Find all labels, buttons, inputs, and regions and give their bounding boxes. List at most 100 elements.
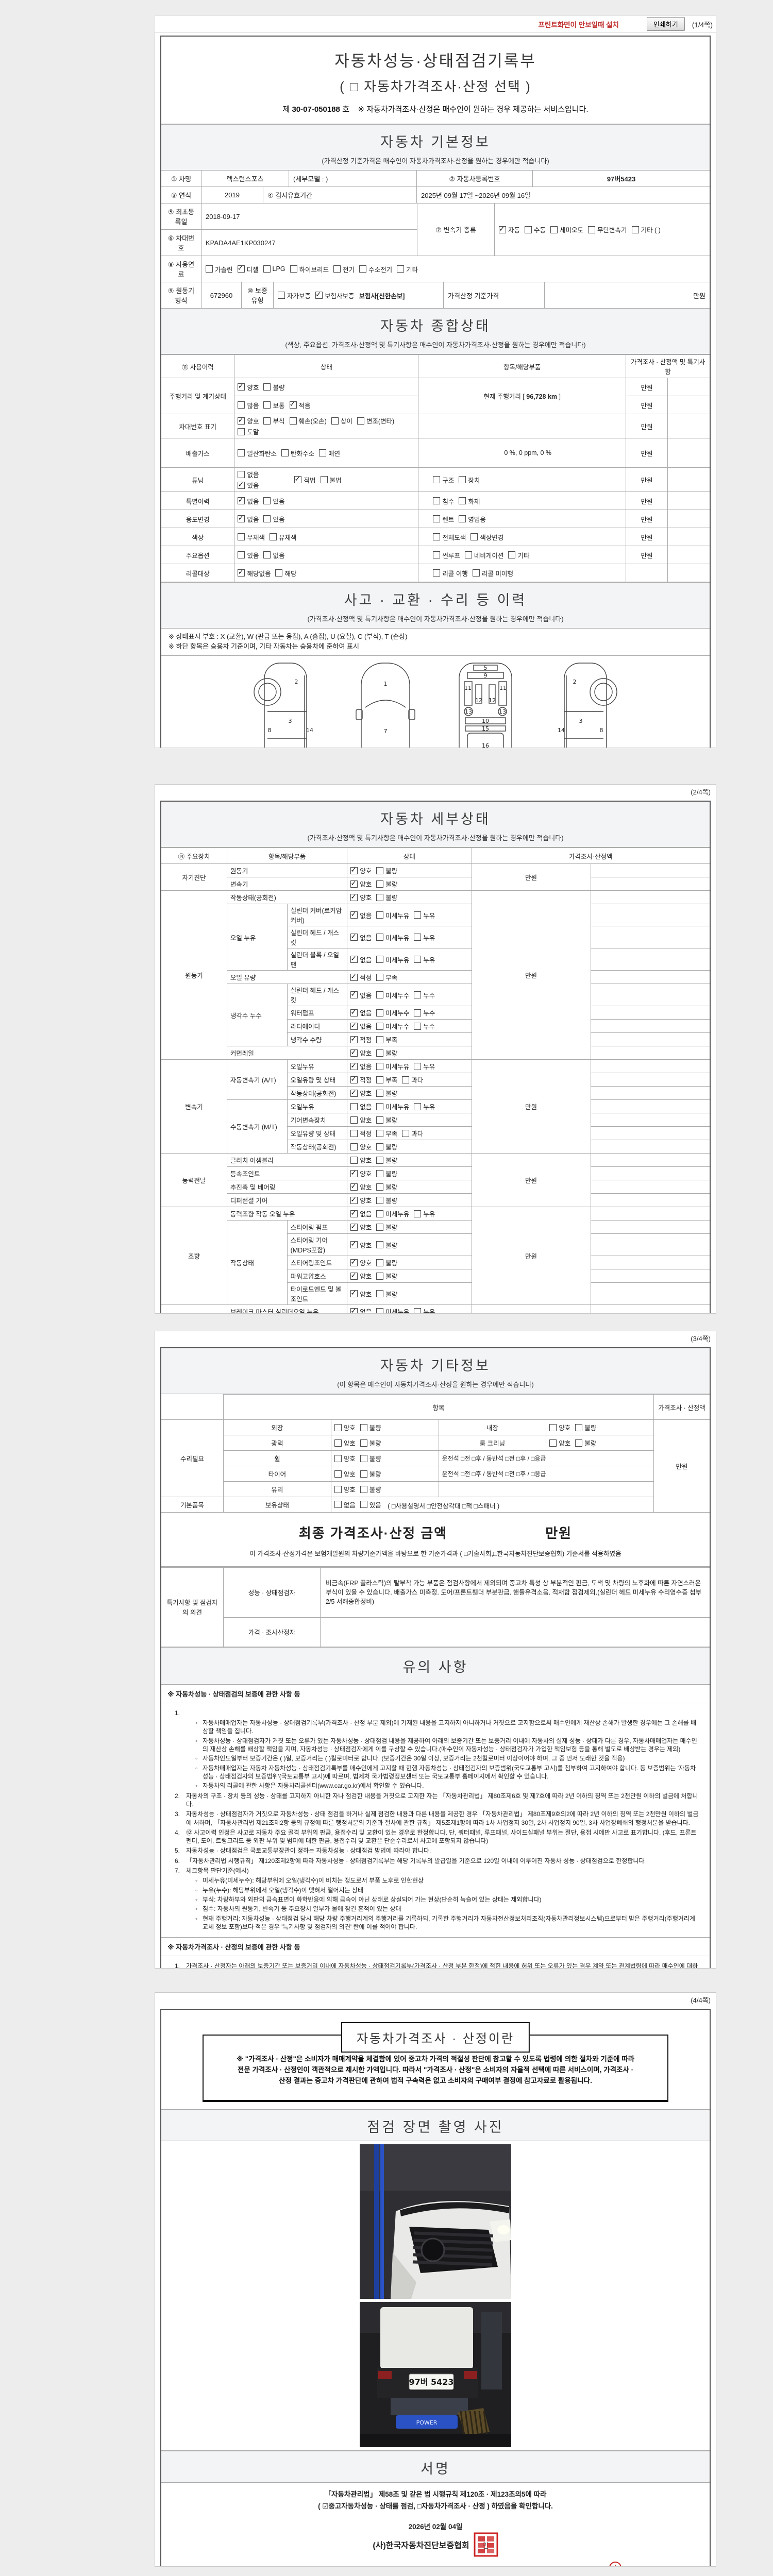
checkbox-불량[interactable]: 불량	[360, 1469, 381, 1479]
checkbox-icon[interactable]	[472, 569, 480, 577]
checkbox-icon[interactable]	[350, 1075, 358, 1083]
checkbox-불량[interactable]: 불량	[376, 1142, 397, 1151]
checkbox-icon[interactable]	[238, 551, 245, 558]
checkbox-icon[interactable]	[263, 383, 271, 391]
checkbox-icon[interactable]	[206, 265, 213, 273]
checkbox-icon[interactable]	[238, 470, 245, 478]
checkbox-icon[interactable]	[433, 533, 441, 540]
checkbox-전기[interactable]: 전기	[333, 264, 355, 274]
checkbox-icon[interactable]	[376, 1308, 384, 1313]
checkbox-부족[interactable]: 부족	[376, 1035, 397, 1044]
checkbox-적법[interactable]: 적법	[294, 474, 316, 485]
checkbox-icon[interactable]	[334, 1439, 342, 1447]
checkbox-icon[interactable]	[275, 569, 283, 577]
checkbox-불량[interactable]: 불량	[376, 1289, 397, 1299]
checkbox-불량[interactable]: 불량	[376, 892, 397, 902]
checkbox-미세누유[interactable]: 미세누유	[376, 955, 409, 964]
checkbox-불량[interactable]: 불량	[360, 1453, 381, 1463]
checkbox-icon[interactable]	[376, 880, 384, 888]
checkbox-icon[interactable]	[350, 1143, 358, 1150]
checkbox-양호[interactable]: 양호	[350, 1222, 372, 1232]
checkbox-적정[interactable]: 적정	[350, 972, 372, 982]
checkbox-누유[interactable]: 누유	[414, 1209, 435, 1218]
checkbox-화재[interactable]: 화재	[459, 496, 480, 506]
checkbox-LPG[interactable]: LPG	[263, 265, 285, 273]
checkbox-icon[interactable]	[238, 449, 245, 456]
checkbox-적정[interactable]: 적정	[350, 1075, 372, 1084]
checkbox-불량[interactable]: 불량	[263, 382, 285, 392]
checkbox-불량[interactable]: 불량	[360, 1438, 381, 1448]
checkbox-icon[interactable]	[334, 1470, 342, 1478]
checkbox-없음[interactable]: 없음	[350, 1021, 372, 1031]
checkbox-양호[interactable]: 양호	[350, 1240, 372, 1250]
checkbox-icon[interactable]	[414, 934, 422, 941]
checkbox-불량[interactable]: 불량	[360, 1422, 381, 1432]
checkbox-있음[interactable]: 있음	[360, 1500, 381, 1510]
checkbox-icon[interactable]	[350, 1182, 358, 1191]
checkbox-icon[interactable]	[238, 496, 245, 504]
checkbox-icon[interactable]	[320, 476, 328, 483]
checkbox-icon[interactable]	[350, 954, 358, 963]
checkbox-누수[interactable]: 누수	[414, 1008, 435, 1018]
checkbox-양호[interactable]: 양호	[350, 1088, 372, 1098]
checkbox-icon[interactable]	[433, 569, 441, 577]
checkbox-icon[interactable]	[470, 533, 478, 540]
checkbox-장치[interactable]: 장치	[459, 475, 480, 485]
checkbox-부족[interactable]: 부족	[376, 1128, 397, 1138]
checkbox-icon[interactable]	[357, 417, 364, 425]
checkbox-보통[interactable]: 보통	[263, 400, 285, 410]
checkbox-icon[interactable]	[263, 551, 271, 558]
checkbox-자가보증[interactable]: 자가보증	[278, 291, 311, 300]
checkbox-icon[interactable]	[459, 515, 466, 522]
checkbox-icon[interactable]	[588, 226, 596, 233]
checkbox-icon[interactable]	[350, 1116, 358, 1124]
checkbox-icon[interactable]	[238, 401, 245, 409]
checkbox-icon[interactable]	[376, 1089, 384, 1097]
checkbox-누유[interactable]: 누유	[414, 1307, 435, 1313]
checkbox-icon[interactable]	[414, 1308, 422, 1313]
checkbox-구조[interactable]: 구조	[433, 475, 454, 485]
checkbox-icon[interactable]	[238, 428, 245, 435]
checkbox-없음[interactable]: 없음	[350, 990, 372, 1000]
checkbox-icon[interactable]	[376, 1143, 384, 1150]
checkbox-매연[interactable]: 매연	[319, 448, 340, 458]
checkbox-icon[interactable]	[376, 893, 384, 901]
checkbox-icon[interactable]	[414, 1210, 422, 1217]
checkbox-양호[interactable]: 양호	[334, 1422, 356, 1432]
checkbox-icon[interactable]	[350, 1103, 358, 1110]
checkbox-icon[interactable]	[525, 226, 532, 233]
checkbox-icon[interactable]	[499, 225, 506, 233]
checkbox-가솔린[interactable]: 가솔린	[206, 264, 233, 274]
checkbox-양호[interactable]: 양호	[350, 1258, 372, 1267]
checkbox-icon[interactable]	[414, 911, 422, 919]
checkbox-icon[interactable]	[263, 265, 271, 273]
checkbox-icon[interactable]	[334, 1501, 342, 1509]
checkbox-불량[interactable]: 불량	[575, 1422, 596, 1432]
checkbox-불량[interactable]: 불량	[376, 879, 397, 889]
checkbox-icon[interactable]	[334, 1485, 342, 1493]
checkbox-불량[interactable]: 불량	[376, 1271, 397, 1281]
print-install-link[interactable]: 프린트화면이 안보일때 설치	[538, 21, 619, 29]
checkbox-없음[interactable]: 없음	[350, 932, 372, 942]
checkbox-icon[interactable]	[334, 1454, 342, 1462]
checkbox-불량[interactable]: 불량	[376, 1168, 397, 1178]
checkbox-icon[interactable]	[238, 514, 245, 522]
checkbox-icon[interactable]	[433, 497, 441, 504]
checkbox-icon[interactable]	[350, 866, 358, 874]
checkbox-icon[interactable]	[350, 1008, 358, 1016]
checkbox-세미오토[interactable]: 세미오토	[550, 225, 583, 234]
checkbox-없음[interactable]: 없음	[238, 514, 259, 524]
checkbox-icon[interactable]	[289, 400, 297, 409]
checkbox-icon[interactable]	[376, 1103, 384, 1110]
checkbox-없음[interactable]: 없음	[238, 496, 259, 506]
checkbox-icon[interactable]	[549, 1423, 557, 1431]
checkbox-icon[interactable]	[350, 990, 358, 998]
checkbox-icon[interactable]	[350, 1168, 358, 1177]
checkbox-미세누수[interactable]: 미세누수	[376, 990, 409, 1000]
checkbox-양호[interactable]: 양호	[350, 866, 372, 875]
checkbox-미세누수[interactable]: 미세누수	[376, 1008, 409, 1018]
checkbox-불량[interactable]: 불량	[376, 1240, 397, 1250]
checkbox-icon[interactable]	[433, 551, 441, 558]
checkbox-있음[interactable]: 있음	[263, 496, 285, 506]
checkbox-icon[interactable]	[238, 533, 245, 540]
